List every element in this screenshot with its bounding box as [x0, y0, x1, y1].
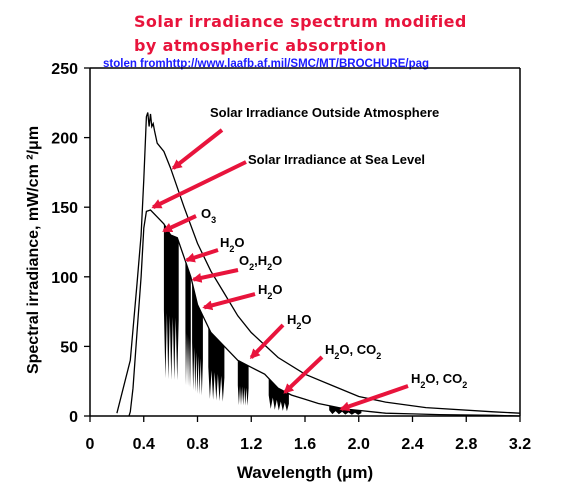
annotation-arrow — [184, 248, 219, 263]
x-tick-label: 1.6 — [294, 436, 316, 453]
y-tick-label: 250 — [51, 61, 78, 78]
x-tick-label: 0.4 — [133, 436, 155, 453]
annotation-label: O2,H2O — [239, 253, 282, 272]
annotation-arrow — [191, 268, 239, 283]
y-tick-label: 0 — [69, 409, 78, 426]
annotation-arrow — [202, 292, 256, 311]
series-outside-atmosphere — [116, 112, 521, 414]
x-tick-label: 2.4 — [401, 436, 423, 453]
chart-title-line-2: by atmospheric absorption — [134, 36, 387, 55]
annotation-arrow — [249, 323, 285, 359]
absorption-band-4 — [237, 360, 249, 406]
y-tick-label: 150 — [51, 200, 78, 217]
annotation-arrow — [171, 128, 224, 170]
y-tick-label: 50 — [60, 339, 78, 356]
annotation-label: H2O — [220, 235, 245, 254]
x-axis-label: Wavelength (μm) — [237, 463, 373, 482]
annotation-label: Solar Irradiance Outside Atmosphere — [210, 105, 439, 120]
annotation-label: H2O, CO2 — [325, 342, 381, 361]
y-tick-label: 100 — [51, 270, 78, 287]
series-sea-level — [128, 209, 521, 417]
annotation-arrow — [151, 160, 247, 209]
absorption-bands — [163, 223, 362, 415]
x-tick-label: 1.2 — [240, 436, 262, 453]
y-tick-label: 200 — [51, 131, 78, 148]
annotation-label: Solar Irradiance at Sea Level — [248, 152, 425, 167]
annotation-label: H2O, CO2 — [411, 371, 467, 390]
annotation-label: O3 — [201, 206, 216, 225]
annotation-arrows — [151, 128, 409, 412]
axis-ticks: 0 0.4 0.8 1.2 1.6 2.0 2.4 2.8 3.2 0 50 100 150 200 250 — [51, 61, 531, 453]
y-axis-label: Spectral irradiance, mW/cm ²/μm — [25, 126, 42, 374]
annotation-labels: Solar Irradiance Outside Atmosphere Solar… — [201, 105, 467, 390]
absorption-band-0 — [163, 223, 179, 381]
absorption-band-5 — [268, 378, 289, 412]
annotation-label: H2O — [258, 282, 283, 301]
chart-title-line-1: Solar irradiance spectrum modified — [134, 12, 467, 31]
axes — [89, 67, 521, 417]
absorption-band-2 — [192, 282, 203, 396]
x-tick-label: 0.8 — [186, 436, 208, 453]
annotation-arrow — [162, 214, 197, 233]
annotation-label: H2O — [287, 312, 312, 331]
source-credit: stolen fromhttp://www.laafb.af.mil/SMC/M… — [103, 58, 430, 70]
absorption-band-1 — [185, 261, 191, 388]
annotation-arrow — [283, 355, 324, 394]
x-tick-label: 0 — [86, 436, 95, 453]
x-tick-label: 3.2 — [509, 436, 531, 453]
absorption-band-3 — [208, 326, 225, 402]
series-curves — [116, 112, 521, 417]
annotation-arrow — [339, 384, 409, 412]
x-tick-label: 2.8 — [455, 436, 477, 453]
x-tick-label: 2.0 — [348, 436, 370, 453]
